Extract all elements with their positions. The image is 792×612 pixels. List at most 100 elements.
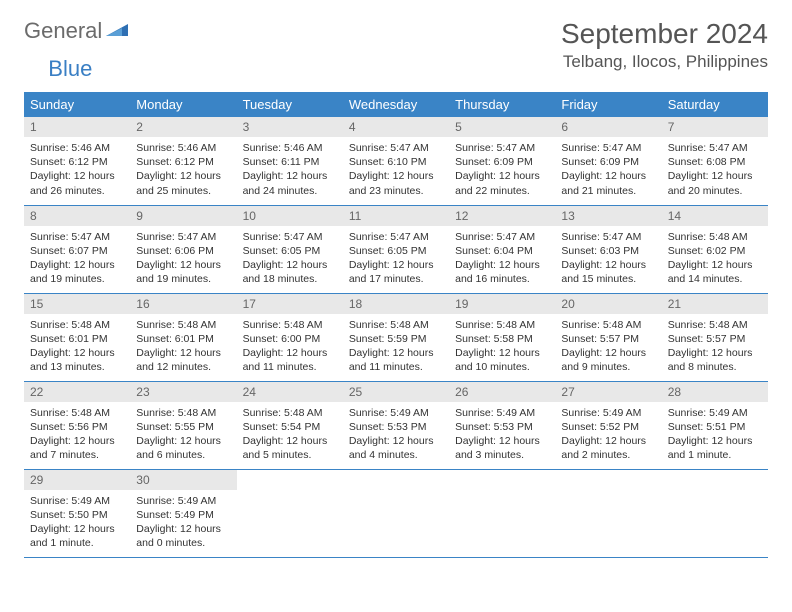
day-number: 2 [130, 117, 236, 137]
calendar-cell: 15Sunrise: 5:48 AMSunset: 6:01 PMDayligh… [24, 293, 130, 381]
day-data: Sunrise: 5:47 AMSunset: 6:05 PMDaylight:… [237, 226, 343, 293]
day-data: Sunrise: 5:49 AMSunset: 5:52 PMDaylight:… [555, 402, 661, 469]
day-data: Sunrise: 5:48 AMSunset: 6:00 PMDaylight:… [237, 314, 343, 381]
weekday-header: Sunday [24, 92, 130, 117]
day-data: Sunrise: 5:47 AMSunset: 6:06 PMDaylight:… [130, 226, 236, 293]
calendar-cell: 6Sunrise: 5:47 AMSunset: 6:09 PMDaylight… [555, 117, 661, 205]
day-data: Sunrise: 5:49 AMSunset: 5:53 PMDaylight:… [343, 402, 449, 469]
weekday-header: Tuesday [237, 92, 343, 117]
day-data: Sunrise: 5:48 AMSunset: 5:59 PMDaylight:… [343, 314, 449, 381]
day-number: 20 [555, 294, 661, 314]
calendar-cell: 11Sunrise: 5:47 AMSunset: 6:05 PMDayligh… [343, 205, 449, 293]
day-number: 9 [130, 206, 236, 226]
calendar-cell: 12Sunrise: 5:47 AMSunset: 6:04 PMDayligh… [449, 205, 555, 293]
calendar-cell: 16Sunrise: 5:48 AMSunset: 6:01 PMDayligh… [130, 293, 236, 381]
day-data: Sunrise: 5:47 AMSunset: 6:10 PMDaylight:… [343, 137, 449, 204]
calendar-cell: 24Sunrise: 5:48 AMSunset: 5:54 PMDayligh… [237, 381, 343, 469]
calendar-cell: 9Sunrise: 5:47 AMSunset: 6:06 PMDaylight… [130, 205, 236, 293]
calendar-cell: 23Sunrise: 5:48 AMSunset: 5:55 PMDayligh… [130, 381, 236, 469]
day-number: 16 [130, 294, 236, 314]
calendar-cell: 3Sunrise: 5:46 AMSunset: 6:11 PMDaylight… [237, 117, 343, 205]
day-number: 21 [662, 294, 768, 314]
title-block: September 2024 Telbang, Ilocos, Philippi… [561, 18, 768, 72]
day-number: 25 [343, 382, 449, 402]
day-number: 3 [237, 117, 343, 137]
day-data: Sunrise: 5:49 AMSunset: 5:51 PMDaylight:… [662, 402, 768, 469]
day-data: Sunrise: 5:48 AMSunset: 6:02 PMDaylight:… [662, 226, 768, 293]
logo-text-general: General [24, 18, 102, 44]
day-data: Sunrise: 5:46 AMSunset: 6:12 PMDaylight:… [130, 137, 236, 204]
day-number: 26 [449, 382, 555, 402]
calendar-cell: 5Sunrise: 5:47 AMSunset: 6:09 PMDaylight… [449, 117, 555, 205]
day-number: 6 [555, 117, 661, 137]
calendar-body: 1Sunrise: 5:46 AMSunset: 6:12 PMDaylight… [24, 117, 768, 557]
weekday-header: Wednesday [343, 92, 449, 117]
day-number: 15 [24, 294, 130, 314]
day-data: Sunrise: 5:48 AMSunset: 6:01 PMDaylight:… [130, 314, 236, 381]
day-number: 12 [449, 206, 555, 226]
day-data: Sunrise: 5:48 AMSunset: 5:58 PMDaylight:… [449, 314, 555, 381]
calendar-cell: 8Sunrise: 5:47 AMSunset: 6:07 PMDaylight… [24, 205, 130, 293]
weekday-header: Friday [555, 92, 661, 117]
calendar-cell: 18Sunrise: 5:48 AMSunset: 5:59 PMDayligh… [343, 293, 449, 381]
calendar-cell: 21Sunrise: 5:48 AMSunset: 5:57 PMDayligh… [662, 293, 768, 381]
calendar-cell: 29Sunrise: 5:49 AMSunset: 5:50 PMDayligh… [24, 469, 130, 557]
calendar-cell: 2Sunrise: 5:46 AMSunset: 6:12 PMDaylight… [130, 117, 236, 205]
location-text: Telbang, Ilocos, Philippines [561, 52, 768, 72]
day-number: 30 [130, 470, 236, 490]
calendar-cell [662, 469, 768, 557]
day-number: 19 [449, 294, 555, 314]
calendar-cell: 19Sunrise: 5:48 AMSunset: 5:58 PMDayligh… [449, 293, 555, 381]
day-data: Sunrise: 5:47 AMSunset: 6:07 PMDaylight:… [24, 226, 130, 293]
day-data: Sunrise: 5:48 AMSunset: 5:57 PMDaylight:… [662, 314, 768, 381]
calendar-head: SundayMondayTuesdayWednesdayThursdayFrid… [24, 92, 768, 117]
day-number: 22 [24, 382, 130, 402]
calendar-cell: 1Sunrise: 5:46 AMSunset: 6:12 PMDaylight… [24, 117, 130, 205]
logo-text-blue: Blue [48, 56, 92, 82]
calendar-table: SundayMondayTuesdayWednesdayThursdayFrid… [24, 92, 768, 558]
weekday-header: Thursday [449, 92, 555, 117]
day-number: 7 [662, 117, 768, 137]
day-data: Sunrise: 5:49 AMSunset: 5:53 PMDaylight:… [449, 402, 555, 469]
calendar-cell: 7Sunrise: 5:47 AMSunset: 6:08 PMDaylight… [662, 117, 768, 205]
calendar-cell: 28Sunrise: 5:49 AMSunset: 5:51 PMDayligh… [662, 381, 768, 469]
calendar-cell: 14Sunrise: 5:48 AMSunset: 6:02 PMDayligh… [662, 205, 768, 293]
calendar-cell: 10Sunrise: 5:47 AMSunset: 6:05 PMDayligh… [237, 205, 343, 293]
day-data: Sunrise: 5:48 AMSunset: 6:01 PMDaylight:… [24, 314, 130, 381]
calendar-cell [449, 469, 555, 557]
weekday-header: Saturday [662, 92, 768, 117]
day-number: 14 [662, 206, 768, 226]
day-data: Sunrise: 5:46 AMSunset: 6:11 PMDaylight:… [237, 137, 343, 204]
calendar-cell: 30Sunrise: 5:49 AMSunset: 5:49 PMDayligh… [130, 469, 236, 557]
day-data: Sunrise: 5:47 AMSunset: 6:03 PMDaylight:… [555, 226, 661, 293]
day-number: 29 [24, 470, 130, 490]
calendar-cell [343, 469, 449, 557]
calendar-cell: 22Sunrise: 5:48 AMSunset: 5:56 PMDayligh… [24, 381, 130, 469]
day-data: Sunrise: 5:49 AMSunset: 5:50 PMDaylight:… [24, 490, 130, 557]
day-number: 4 [343, 117, 449, 137]
day-number: 17 [237, 294, 343, 314]
calendar-cell [555, 469, 661, 557]
logo: General [24, 18, 130, 44]
day-data: Sunrise: 5:48 AMSunset: 5:56 PMDaylight:… [24, 402, 130, 469]
day-number: 23 [130, 382, 236, 402]
day-number: 24 [237, 382, 343, 402]
day-number: 8 [24, 206, 130, 226]
day-number: 1 [24, 117, 130, 137]
day-number: 28 [662, 382, 768, 402]
day-data: Sunrise: 5:47 AMSunset: 6:08 PMDaylight:… [662, 137, 768, 204]
month-title: September 2024 [561, 18, 768, 50]
day-number: 11 [343, 206, 449, 226]
day-number: 13 [555, 206, 661, 226]
day-data: Sunrise: 5:46 AMSunset: 6:12 PMDaylight:… [24, 137, 130, 204]
day-data: Sunrise: 5:48 AMSunset: 5:55 PMDaylight:… [130, 402, 236, 469]
day-number: 5 [449, 117, 555, 137]
day-data: Sunrise: 5:47 AMSunset: 6:05 PMDaylight:… [343, 226, 449, 293]
weekday-header: Monday [130, 92, 236, 117]
calendar-cell: 17Sunrise: 5:48 AMSunset: 6:00 PMDayligh… [237, 293, 343, 381]
day-number: 18 [343, 294, 449, 314]
day-data: Sunrise: 5:49 AMSunset: 5:49 PMDaylight:… [130, 490, 236, 557]
day-data: Sunrise: 5:47 AMSunset: 6:09 PMDaylight:… [449, 137, 555, 204]
calendar-cell: 25Sunrise: 5:49 AMSunset: 5:53 PMDayligh… [343, 381, 449, 469]
day-data: Sunrise: 5:47 AMSunset: 6:04 PMDaylight:… [449, 226, 555, 293]
